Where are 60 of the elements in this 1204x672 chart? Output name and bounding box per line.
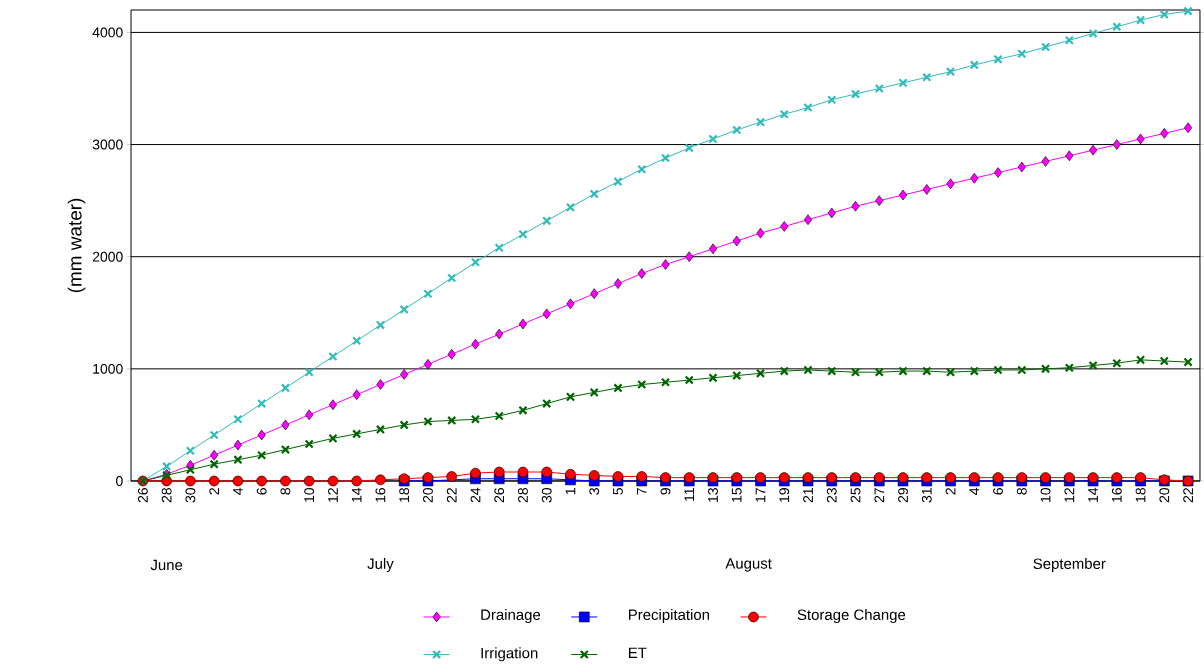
legend-label: Drainage xyxy=(481,609,541,623)
x-tick-label: 14 xyxy=(351,487,362,502)
x-tick-label: 2 xyxy=(209,488,220,495)
x-tick-label: 24 xyxy=(470,487,481,503)
x-tick-label: 4 xyxy=(233,487,243,495)
y-axis-title: (mm water) xyxy=(67,198,86,293)
y-tick-label: 4000 xyxy=(92,27,123,38)
x-tick-label: 17 xyxy=(755,488,766,502)
y-tick-label: 3000 xyxy=(92,139,123,150)
x-tick-label: 20 xyxy=(422,487,433,503)
x-tick-label: 8 xyxy=(1016,488,1027,495)
x-tick-label: 23 xyxy=(826,488,837,503)
legend-label: Storage Change xyxy=(797,609,906,623)
x-tick-label: 22 xyxy=(1183,488,1193,503)
x-tick-label: 16 xyxy=(375,488,386,502)
x-tick-label: 4 xyxy=(969,487,980,495)
x-tick-label: 6 xyxy=(256,488,267,495)
x-tick-label: 20 xyxy=(1159,487,1170,503)
text: September xyxy=(1033,558,1106,572)
x-tick-label: 6 xyxy=(993,488,1003,495)
x-tick-label: 13 xyxy=(708,488,718,502)
x-tick-label: 26 xyxy=(494,488,505,503)
x-tick-label: 5 xyxy=(613,488,623,495)
legend-label: Irrigation xyxy=(481,647,538,662)
x-tick-label: 10 xyxy=(304,487,315,502)
text: August xyxy=(725,558,772,572)
x-tick-label: 1 xyxy=(565,488,576,495)
y-tick-label: 0 xyxy=(116,476,123,486)
x-tick-label: 2 xyxy=(945,488,956,495)
x-tick-label: 9 xyxy=(660,488,671,495)
x-tick-label: 16 xyxy=(1111,488,1122,502)
x-tick-label: 7 xyxy=(636,488,647,495)
x-tick-label: 30 xyxy=(541,487,552,503)
x-tick-label: 11 xyxy=(684,488,695,501)
text: June xyxy=(150,559,183,571)
x-tick-label: 28 xyxy=(161,488,172,503)
y-tick-label: 2000 xyxy=(92,251,123,262)
x-tick-label: 10 xyxy=(1040,487,1051,502)
x-tick-label: 30 xyxy=(185,487,196,503)
x-tick-label: 18 xyxy=(399,488,410,502)
x-tick-label: 3 xyxy=(589,488,600,495)
legend-label: Precipitation xyxy=(628,609,710,623)
x-tick-label: 29 xyxy=(898,488,908,503)
x-tick-label: 28 xyxy=(518,488,528,503)
x-tick-label: 18 xyxy=(1135,488,1146,502)
x-tick-label: 31 xyxy=(921,488,932,503)
x-tick-label: 25 xyxy=(850,488,861,503)
x-tick-label: 12 xyxy=(1064,488,1075,502)
y-tick-label: 1000 xyxy=(93,363,123,374)
x-tick-label: 21 xyxy=(803,488,813,503)
x-tick-label: 12 xyxy=(328,488,338,502)
x-tick-label: 15 xyxy=(731,488,742,502)
x-tick-label: 8 xyxy=(280,488,291,495)
x-tick-label: 26 xyxy=(137,488,148,503)
x-tick-label: 14 xyxy=(1088,487,1098,502)
x-tick-label: 27 xyxy=(874,488,885,503)
x-tick-label: 22 xyxy=(446,488,457,503)
legend-label: ET xyxy=(628,647,647,658)
text: July xyxy=(367,558,394,572)
x-tick-label: 19 xyxy=(779,488,790,502)
